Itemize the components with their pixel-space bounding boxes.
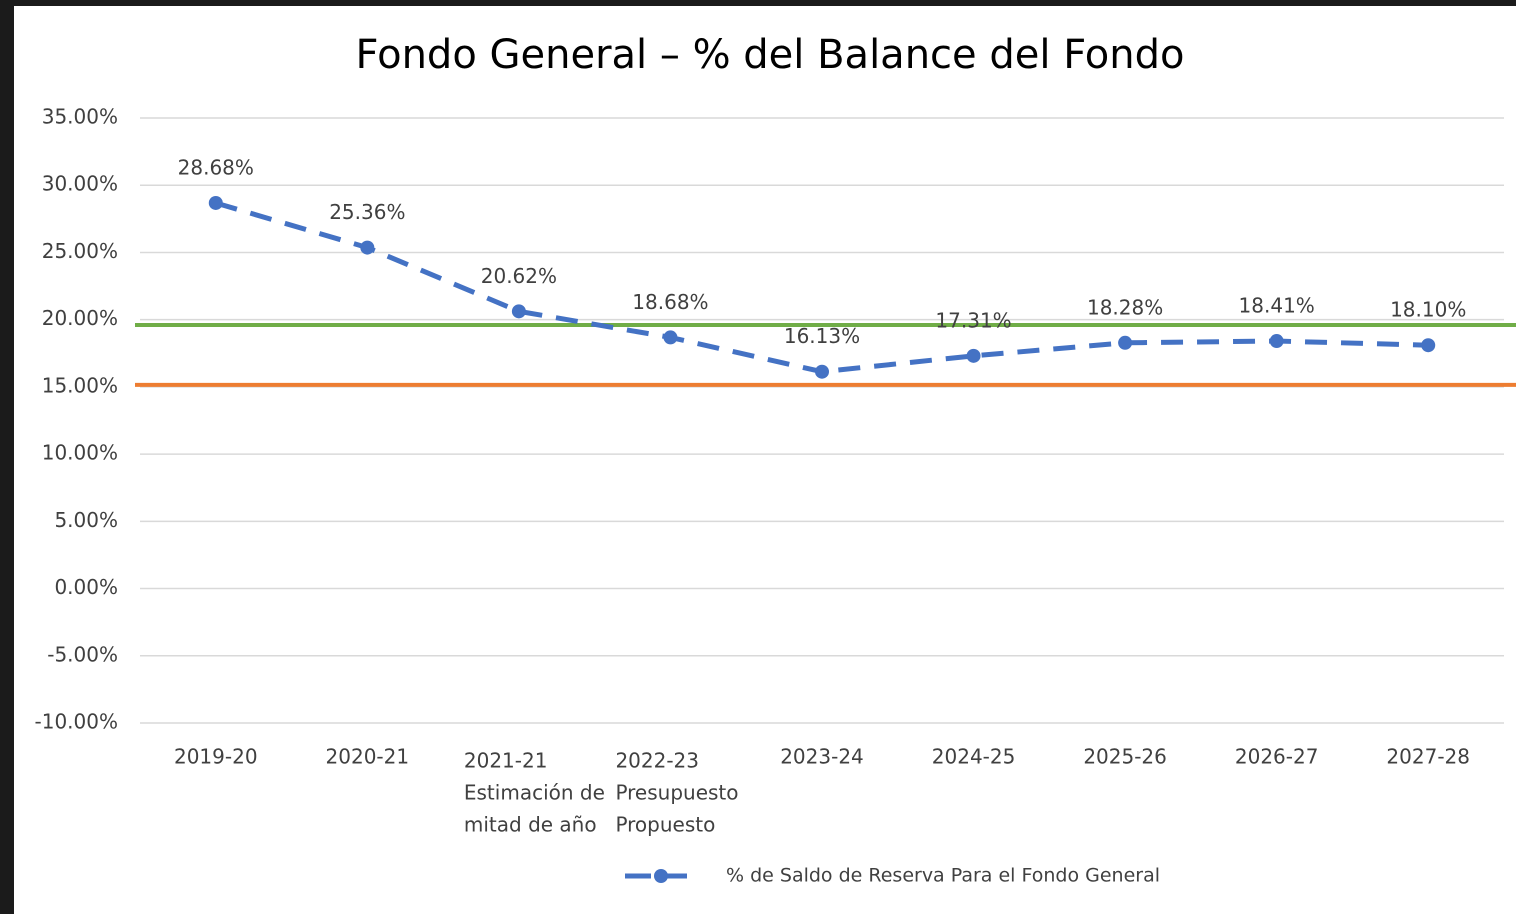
y-tick-label: -5.00% [47, 642, 118, 666]
data-label: 25.36% [329, 200, 405, 224]
data-label: 18.68% [632, 290, 708, 314]
y-tick-label: 5.00% [54, 508, 118, 532]
data-point [511, 304, 526, 319]
x-tick-label: 2026-27 [1235, 745, 1319, 769]
data-label: 16.13% [784, 324, 860, 348]
x-tick-label: 2019-20 [174, 745, 258, 769]
chart-panel [14, 6, 1516, 914]
data-point [815, 364, 829, 379]
x-tick-label: 2023-24 [780, 745, 864, 769]
y-tick-label: 20.00% [42, 306, 118, 330]
y-tick-label: 30.00% [42, 172, 118, 196]
data-label: 18.28% [1087, 295, 1163, 319]
y-tick-label: 10.00% [42, 441, 118, 465]
data-label: 18.10% [1390, 298, 1466, 322]
y-tick-label: 0.00% [54, 575, 118, 599]
x-tick-label: 2022-23 [615, 749, 699, 773]
data-point [1269, 334, 1284, 349]
data-label: 20.62% [481, 264, 557, 288]
data-point [1421, 338, 1436, 353]
x-tick-label: 2024-25 [932, 745, 1016, 769]
data-label: 18.41% [1239, 294, 1315, 318]
x-tick-label: Estimación de [464, 781, 605, 805]
data-point [360, 240, 375, 255]
x-tick-label: 2021-21 [464, 749, 548, 773]
data-point [208, 195, 223, 210]
x-tick-label: mitad de año [464, 813, 597, 837]
data-label: 17.31% [935, 308, 1011, 332]
y-tick-label: 25.00% [42, 239, 118, 263]
x-tick-label: 2025-26 [1083, 745, 1167, 769]
data-point [966, 348, 981, 363]
chart-title: Fondo General – % del Balance del Fondo [356, 32, 1185, 78]
y-tick-label: 15.00% [42, 373, 118, 397]
x-tick-label: Presupuesto [615, 781, 738, 805]
data-point [663, 330, 678, 345]
data-point [1118, 335, 1133, 350]
x-tick-label: Propuesto [615, 813, 715, 837]
data-label: 28.68% [178, 155, 254, 179]
legend-label: % de Saldo de Reserva Para el Fondo Gene… [726, 865, 1160, 887]
y-tick-label: 35.00% [42, 105, 118, 129]
legend-marker [654, 869, 668, 883]
x-tick-label: 2027-28 [1386, 745, 1470, 769]
x-tick-label: 2020-21 [326, 745, 410, 769]
y-tick-label: -10.00% [35, 710, 118, 734]
